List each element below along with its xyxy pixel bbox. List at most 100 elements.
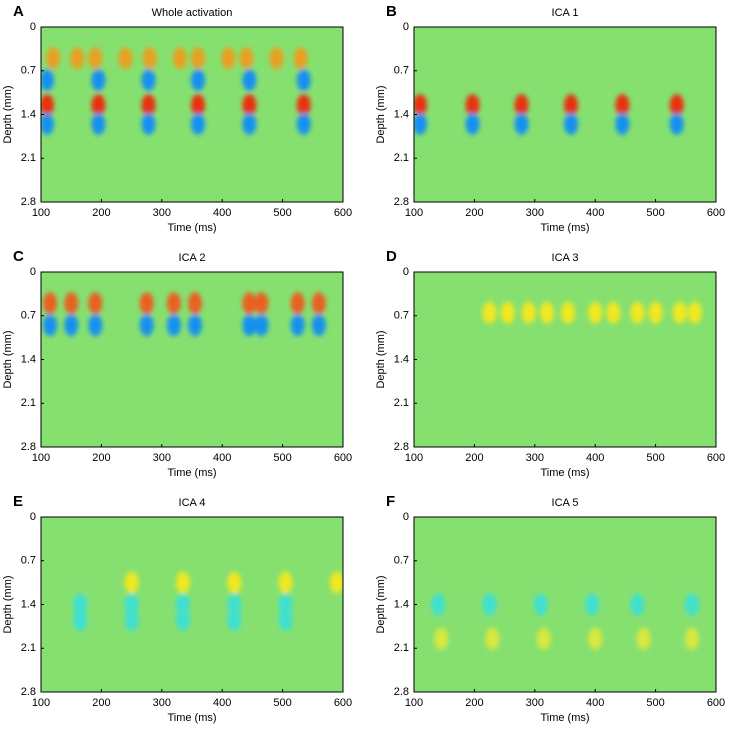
spot <box>166 292 181 315</box>
spot <box>242 292 257 315</box>
spot <box>191 112 206 135</box>
x-tick-label: 300 <box>526 207 544 219</box>
x-tick-label: 200 <box>465 207 483 219</box>
x-tick-label: 500 <box>273 697 291 709</box>
x-tick-label: 600 <box>707 697 725 709</box>
spot <box>191 94 206 117</box>
spot <box>191 47 206 70</box>
x-tick-label: 400 <box>586 207 604 219</box>
heatmap-spots <box>41 47 311 135</box>
spot <box>141 94 156 117</box>
x-tick-label: 600 <box>334 207 352 219</box>
x-tick-label: 100 <box>32 697 50 709</box>
spot <box>514 112 529 135</box>
y-tick-label: 1.4 <box>21 353 36 365</box>
spot <box>41 69 55 92</box>
spot <box>141 69 156 92</box>
y-tick-label: 2.1 <box>394 152 409 164</box>
spot <box>64 292 79 315</box>
x-tick-label: 200 <box>92 452 110 464</box>
spot <box>254 314 269 337</box>
spot <box>242 69 257 92</box>
spot <box>485 627 500 650</box>
panel-letter: C <box>13 248 24 265</box>
y-tick-label: 0.7 <box>394 65 409 77</box>
panel-title: ICA 2 <box>179 252 206 264</box>
heatmap-background <box>414 27 716 202</box>
spot <box>124 609 139 632</box>
y-tick-label: 1.4 <box>394 108 409 120</box>
spot <box>636 627 651 650</box>
x-axis-label: Time (ms) <box>540 467 589 479</box>
spot <box>564 112 579 135</box>
spot <box>227 571 242 594</box>
spot <box>88 47 103 70</box>
y-axis-label: Depth (mm) <box>2 330 14 388</box>
spot <box>615 94 630 117</box>
spot <box>536 627 551 650</box>
spot <box>630 301 645 324</box>
y-tick-label: 0 <box>30 511 36 523</box>
spot <box>172 47 187 70</box>
spot <box>188 314 203 337</box>
spot <box>73 593 88 616</box>
spot <box>533 593 548 616</box>
y-tick-label: 2.8 <box>21 441 36 453</box>
spot <box>242 94 257 117</box>
spot <box>672 301 687 324</box>
heatmap-spots <box>43 292 326 337</box>
panel-title: Whole activation <box>152 7 233 19</box>
spot <box>242 314 257 337</box>
spot <box>239 47 254 70</box>
spot <box>70 47 85 70</box>
spot <box>669 112 684 135</box>
x-axis-label: Time (ms) <box>167 222 216 234</box>
x-tick-label: 400 <box>586 697 604 709</box>
spot <box>585 593 600 616</box>
spot <box>118 47 133 70</box>
spot <box>73 609 88 632</box>
x-axis-label: Time (ms) <box>167 712 216 724</box>
x-tick-label: 100 <box>405 207 423 219</box>
x-tick-label: 500 <box>646 452 664 464</box>
x-tick-label: 100 <box>32 207 50 219</box>
y-tick-label: 1.4 <box>394 598 409 610</box>
spot <box>465 94 480 117</box>
spot <box>191 69 206 92</box>
spot <box>296 112 311 135</box>
y-tick-label: 2.1 <box>21 397 36 409</box>
spot <box>311 314 326 337</box>
y-tick-label: 0 <box>403 21 409 33</box>
y-axis-label: Depth (mm) <box>375 575 387 633</box>
spot <box>521 301 536 324</box>
spot <box>606 301 621 324</box>
spot <box>615 112 630 135</box>
spot <box>88 292 103 315</box>
y-tick-label: 0 <box>30 21 36 33</box>
y-tick-label: 2.1 <box>394 397 409 409</box>
spot <box>43 292 58 315</box>
panel-title: ICA 4 <box>179 497 206 509</box>
spot <box>414 94 428 117</box>
spot <box>41 94 55 117</box>
y-tick-label: 2.1 <box>21 152 36 164</box>
spot <box>648 301 663 324</box>
spot <box>43 314 58 337</box>
spot <box>465 112 480 135</box>
spot <box>564 94 579 117</box>
spot <box>175 593 190 616</box>
spot <box>41 112 55 135</box>
spot <box>124 571 139 594</box>
x-tick-label: 500 <box>273 452 291 464</box>
y-tick-label: 2.8 <box>394 196 409 208</box>
spot <box>414 112 428 135</box>
spot <box>561 301 576 324</box>
spot <box>482 593 497 616</box>
y-tick-label: 0 <box>403 511 409 523</box>
spot <box>242 112 257 135</box>
y-axis-label: Depth (mm) <box>375 330 387 388</box>
x-tick-label: 100 <box>32 452 50 464</box>
panel-letter: A <box>13 3 24 20</box>
panel-letter: F <box>386 493 395 510</box>
spot <box>254 292 269 315</box>
